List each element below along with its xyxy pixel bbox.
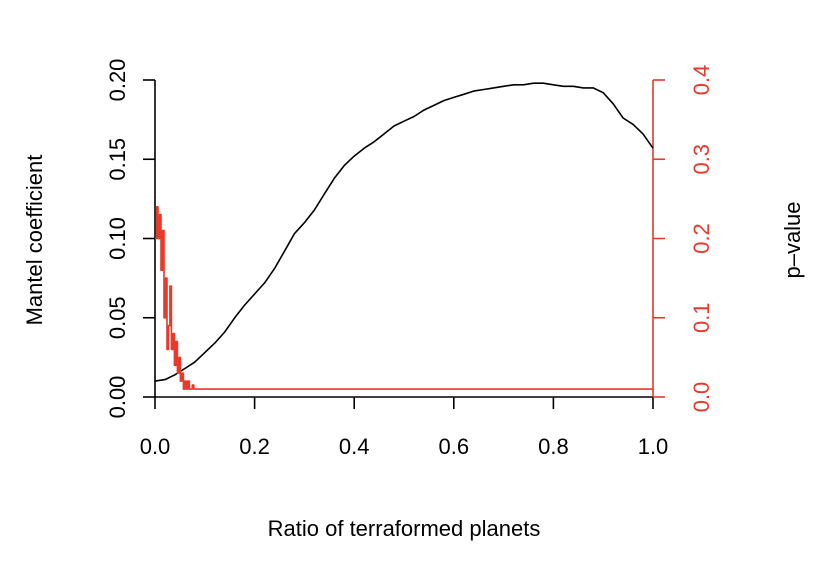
x-tick-label: 0.4: [339, 434, 370, 459]
y-axis-label: Mantel coefficient: [22, 155, 47, 326]
x-tick-label: 1.0: [638, 434, 669, 459]
y-tick-label: 0.15: [105, 138, 130, 181]
y2-tick-label: 0.2: [689, 223, 714, 254]
y2-axis-label: p–value: [780, 201, 805, 278]
x-tick-label: 0.8: [538, 434, 569, 459]
x-tick-label: 0.2: [239, 434, 270, 459]
y2-tick-label: 0.3: [689, 144, 714, 175]
y2-tick-label: 0.1: [689, 302, 714, 333]
y-tick-label: 0.20: [105, 59, 130, 102]
y2-tick-label: 0.0: [689, 382, 714, 413]
mantel-coefficient-line: [154, 82, 654, 382]
y-tick-label: 0.05: [105, 296, 130, 339]
pvalue-line: [155, 206, 653, 390]
y2-tick-label: 0.4: [689, 65, 714, 96]
y-tick-label: 0.00: [105, 376, 130, 419]
x-axis-label: Ratio of terraformed planets: [268, 516, 541, 541]
x-tick-label: 0.6: [439, 434, 470, 459]
y-tick-label: 0.10: [105, 217, 130, 260]
series-layer: [154, 82, 654, 390]
x-tick-label: 0.0: [140, 434, 171, 459]
axes-layer: 0.00 0.05 0.10 0.15 0.20 0.0 0.2 0.4 0.6 0.8 1.0 0.…: [105, 59, 714, 459]
